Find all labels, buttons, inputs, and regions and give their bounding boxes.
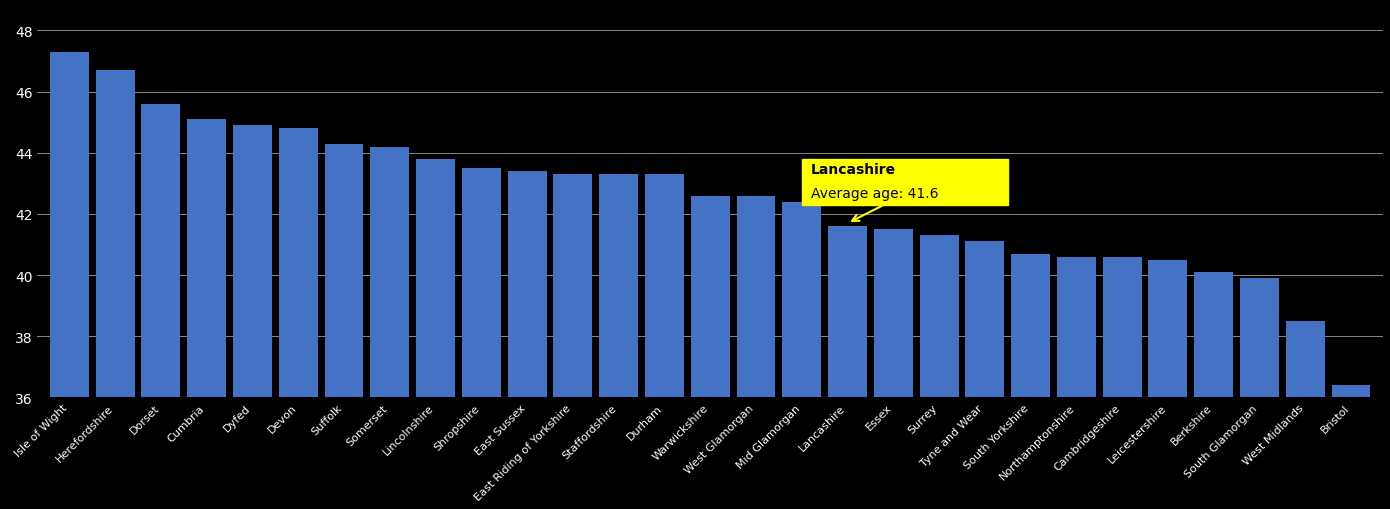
Bar: [1286, 321, 1325, 509]
Text: Lancashire: Lancashire: [810, 162, 897, 177]
Bar: [599, 175, 638, 509]
Bar: [1102, 257, 1141, 509]
Bar: [1240, 278, 1279, 509]
Bar: [920, 236, 959, 509]
Bar: [1056, 257, 1095, 509]
Bar: [142, 105, 181, 509]
Bar: [691, 196, 730, 509]
Bar: [966, 242, 1005, 509]
FancyBboxPatch shape: [802, 160, 1008, 205]
Bar: [370, 148, 409, 509]
Bar: [188, 120, 227, 509]
Bar: [416, 160, 455, 509]
Bar: [461, 169, 500, 509]
Bar: [783, 202, 821, 509]
Bar: [507, 172, 546, 509]
Bar: [553, 175, 592, 509]
Bar: [645, 175, 684, 509]
Bar: [1332, 385, 1371, 509]
Bar: [1148, 260, 1187, 509]
Bar: [828, 227, 867, 509]
Bar: [324, 145, 363, 509]
Bar: [1194, 272, 1233, 509]
Bar: [279, 129, 318, 509]
Bar: [96, 71, 135, 509]
Bar: [874, 230, 913, 509]
Bar: [234, 126, 272, 509]
Bar: [737, 196, 776, 509]
Bar: [1011, 254, 1049, 509]
Bar: [50, 53, 89, 509]
Text: Average age: 41.6: Average age: 41.6: [810, 187, 938, 201]
